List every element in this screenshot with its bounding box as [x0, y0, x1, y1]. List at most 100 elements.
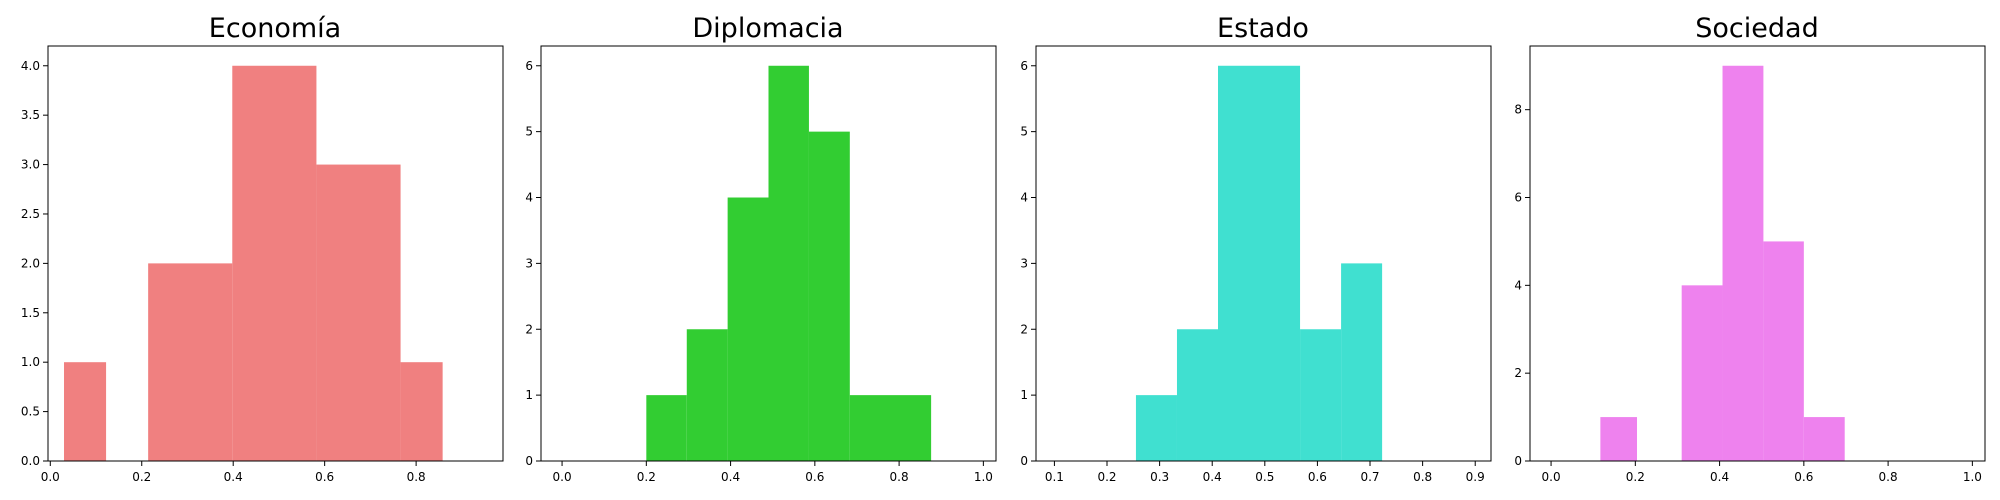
x-tick-label: 0.0 [553, 470, 572, 484]
panel-estado: Estado 0.1 0.2 0.3 0.4 0.5 0.6 0.7 0.8 0.9 0 1 2 3 4… [1020, 13, 1492, 484]
y-tick-label: 0.0 [21, 454, 40, 468]
histogram-bar [148, 263, 233, 461]
x-axis-ticks: 0.0 0.2 0.4 0.6 0.8 1.0 [1542, 461, 1982, 484]
histogram-bar [768, 65, 809, 461]
x-tick-label: 0.2 [637, 470, 656, 484]
x-tick-label: 0.2 [1626, 470, 1645, 484]
y-tick-label: 4 [525, 191, 533, 205]
histogram-bar [1803, 417, 1845, 461]
x-tick-label: 0.3 [1150, 470, 1169, 484]
x-tick-label: 0.8 [407, 470, 426, 484]
histogram-bar [849, 395, 932, 461]
x-tick-label: 0.0 [41, 470, 60, 484]
x-tick-label: 0.5 [1255, 470, 1274, 484]
x-tick-label: 0.6 [805, 470, 824, 484]
histogram-bar [646, 395, 687, 461]
bars [1600, 65, 1845, 461]
y-tick-label: 2 [1514, 366, 1522, 380]
y-tick-label: 0.5 [21, 405, 40, 419]
x-tick-label: 0.9 [1466, 470, 1485, 484]
histogram-bar [1722, 65, 1764, 461]
x-tick-label: 1.0 [974, 470, 993, 484]
y-tick-label: 3.0 [21, 158, 40, 172]
axes-frame [540, 45, 997, 462]
panel-title: Estado [1217, 13, 1309, 44]
panel-sociedad: Sociedad 0.0 0.2 0.4 0.6 0.8 1.0 0 2 4 6 8 [1514, 13, 1986, 484]
y-tick-label: 1 [525, 388, 533, 402]
panel-title: Diplomacia [692, 13, 843, 44]
y-tick-label: 6 [1514, 191, 1522, 205]
y-axis-ticks: 0.0 0.5 1.0 1.5 2.0 2.5 3.0 3.5 4.0 [21, 59, 48, 468]
y-tick-label: 4 [1020, 191, 1028, 205]
y-tick-label: 3 [525, 256, 533, 270]
x-tick-label: 0.8 [1879, 470, 1898, 484]
y-tick-label: 2.0 [21, 256, 40, 270]
y-tick-label: 2 [1020, 322, 1028, 336]
x-tick-label: 0.4 [721, 470, 740, 484]
x-tick-label: 0.8 [890, 470, 909, 484]
x-tick-label: 0.2 [1097, 470, 1116, 484]
histogram-bar [1681, 285, 1723, 461]
bars [1135, 65, 1383, 461]
panel-title: Economía [209, 13, 341, 44]
x-tick-label: 0.2 [132, 470, 151, 484]
y-tick-label: 6 [1020, 59, 1028, 73]
y-tick-label: 0 [525, 454, 533, 468]
panel-title: Sociedad [1695, 13, 1818, 44]
histogram-bar [1176, 329, 1218, 461]
x-tick-label: 1.0 [1963, 470, 1982, 484]
x-axis-ticks: 0.0 0.2 0.4 0.6 0.8 1.0 [553, 461, 993, 484]
histogram-bar [64, 362, 107, 461]
x-tick-label: 0.4 [224, 470, 243, 484]
x-tick-label: 0.4 [1203, 470, 1222, 484]
x-tick-label: 0.6 [1794, 470, 1813, 484]
y-tick-label: 5 [525, 125, 533, 139]
y-axis-ticks: 0 1 2 3 4 5 6 [525, 59, 541, 468]
y-tick-label: 3 [1020, 256, 1028, 270]
x-tick-label: 0.8 [1413, 470, 1432, 484]
y-tick-label: 2.5 [21, 207, 40, 221]
x-tick-label: 0.6 [1308, 470, 1327, 484]
x-tick-label: 0.0 [1542, 470, 1561, 484]
x-tick-label: 0.6 [315, 470, 334, 484]
bars [646, 65, 932, 461]
histogram-bar [1600, 417, 1638, 461]
axes-frame [47, 45, 504, 462]
histogram-bar [1300, 329, 1342, 461]
y-tick-label: 8 [1514, 103, 1522, 117]
y-tick-label: 3.5 [21, 108, 40, 122]
y-tick-label: 1 [1020, 388, 1028, 402]
histogram-bar [1218, 65, 1301, 461]
histogram-bar [1135, 395, 1177, 461]
y-tick-label: 1.0 [21, 355, 40, 369]
panel-diplomacia: Diplomacia 0.0 0.2 0.4 0.6 0.8 1.0 0 1 2 3 4 5 6 [525, 13, 997, 484]
y-axis-ticks: 0 2 4 6 8 [1514, 103, 1530, 468]
histogram-bar [808, 131, 850, 461]
x-tick-label: 0.7 [1360, 470, 1379, 484]
x-tick-label: 0.1 [1045, 470, 1064, 484]
x-tick-label: 0.4 [1710, 470, 1729, 484]
histogram-bar [1341, 263, 1383, 461]
y-tick-label: 4.0 [21, 59, 40, 73]
y-tick-label: 6 [525, 59, 533, 73]
axes-frame [1035, 45, 1492, 462]
histogram-bar [1763, 241, 1804, 461]
histogram-bar [232, 65, 317, 461]
x-axis-ticks: 0.1 0.2 0.3 0.4 0.5 0.6 0.7 0.8 0.9 [1045, 461, 1485, 484]
histogram-bar [727, 197, 769, 461]
y-tick-label: 0 [1514, 454, 1522, 468]
y-tick-label: 0 [1020, 454, 1028, 468]
histogram-bar [316, 164, 401, 461]
y-tick-label: 5 [1020, 125, 1028, 139]
y-axis-ticks: 0 1 2 3 4 5 6 [1020, 59, 1036, 468]
histogram-bar [400, 362, 443, 461]
x-axis-ticks: 0.0 0.2 0.4 0.6 0.8 [41, 461, 426, 484]
axes-frame [1529, 45, 1986, 462]
y-tick-label: 1.5 [21, 306, 40, 320]
y-tick-label: 4 [1514, 278, 1522, 292]
panel-economia: Economía 0.0 0.2 0.4 0.6 0.8 0.0 0.5 1.0 1.5 2.0… [21, 13, 504, 484]
y-tick-label: 2 [525, 322, 533, 336]
histogram-bar [686, 329, 728, 461]
bars [64, 65, 443, 461]
